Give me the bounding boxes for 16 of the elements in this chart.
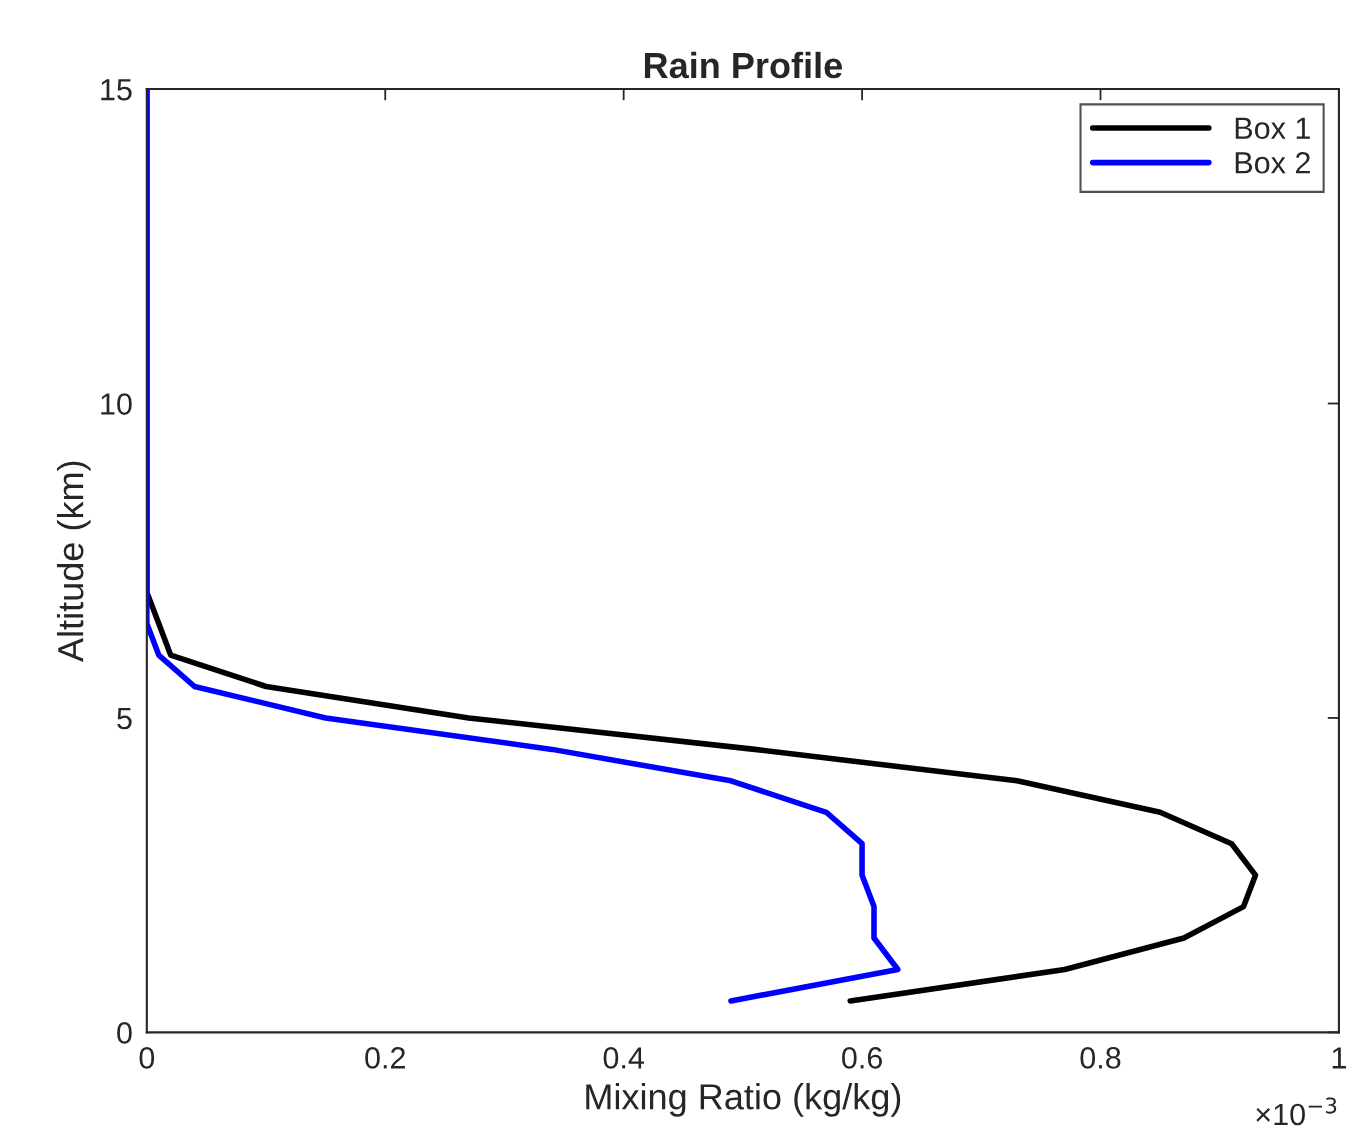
y-tick-label: 5 [117, 707, 132, 730]
x-tick-label: 0 [139, 1047, 155, 1069]
y-tick-label: 0 [117, 1022, 132, 1044]
chart-title: Rain Profile [644, 51, 842, 79]
y-axis-title: Altitude (km) [56, 461, 91, 662]
y-tick-label: 10 [101, 393, 132, 415]
x-axis-title: Mixing Ratio (kg/kg) [586, 1083, 901, 1117]
y-tick-label: 15 [101, 79, 132, 101]
x-tick-label: 0.6 [842, 1047, 882, 1069]
x-tick-label: 0.4 [603, 1047, 645, 1069]
x-tick-label: 1 [1332, 1047, 1346, 1069]
x-tick-label: 0.8 [1080, 1047, 1121, 1069]
legend-label: Box 1 [1235, 117, 1310, 140]
text: ×10$^{−3}$ [1256, 1097, 1337, 1126]
legend-label: Box 2 [1235, 151, 1310, 174]
x-tick-label: 0.2 [365, 1047, 405, 1069]
